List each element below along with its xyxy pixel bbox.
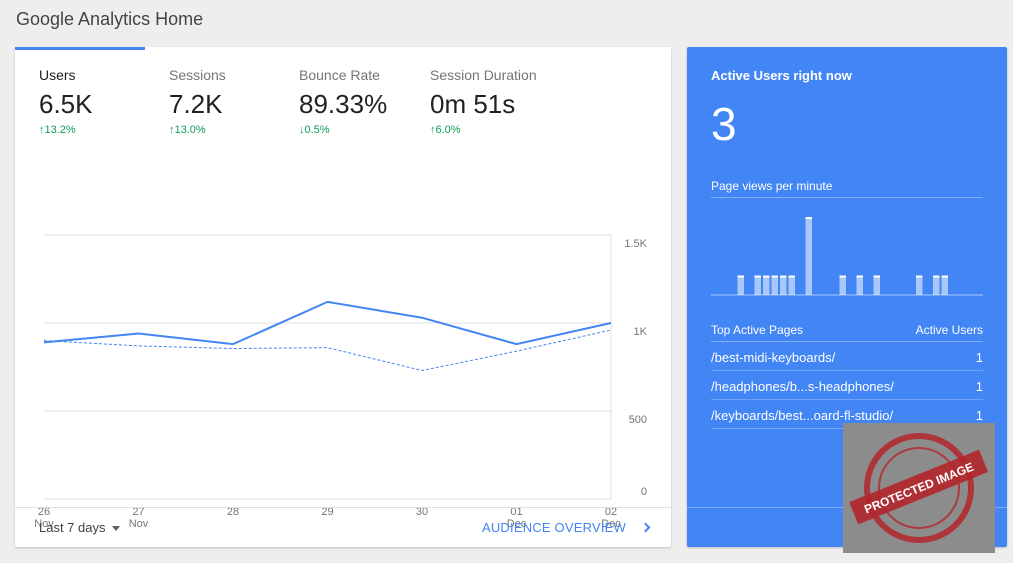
col-page-label: Top Active Pages [711, 323, 804, 337]
metric-label: Sessions [169, 67, 226, 83]
metric-change: ↑13.2% [39, 124, 76, 136]
metric-sessions[interactable]: Sessions 7.2K ↑13.0% [169, 67, 289, 136]
protected-image-stamp: PROTECTED IMAGE [843, 423, 995, 553]
metric-users[interactable]: Users 6.5K ↑13.2% [39, 67, 159, 136]
x-tick-label: Nov [129, 518, 149, 530]
chevron-right-icon [640, 522, 651, 533]
pageview-bar [780, 275, 787, 295]
y-tick-label: 1.5K [624, 238, 647, 250]
page-path: /keyboards/best...oard-fl-studio/ [711, 408, 894, 423]
pageview-bar [839, 275, 846, 295]
page-users: 1 [975, 379, 983, 394]
x-tick-label: 28 [227, 506, 239, 518]
pageview-bar-cap [839, 275, 846, 278]
pageview-bar [873, 275, 880, 295]
pageview-bar-cap [763, 275, 770, 278]
page-users: 1 [975, 350, 983, 365]
x-tick-label: 02 [605, 506, 617, 518]
metric-change: ↑6.0% [430, 124, 461, 136]
pageview-bar-cap [754, 275, 761, 278]
pageview-bar-cap [933, 275, 940, 278]
audience-overview-label: AUDIENCE OVERVIEW [481, 520, 626, 535]
pageview-bar-cap [737, 275, 744, 278]
active-users-count: 3 [711, 98, 737, 150]
top-page-row[interactable]: /best-midi-keyboards/ 1 [711, 343, 983, 371]
page-path: /headphones/b...s-headphones/ [711, 379, 894, 394]
top-page-row[interactable]: /headphones/b...s-headphones/ 1 [711, 372, 983, 400]
pageview-bar [916, 275, 923, 295]
metric-label: Session Duration [430, 67, 537, 83]
x-tick-label: 01 [510, 506, 522, 518]
x-tick-label: Nov [34, 518, 54, 530]
pageview-bar [763, 275, 770, 295]
metric-value: 6.5K [39, 89, 93, 119]
metric-session-duration[interactable]: Session Duration 0m 51s ↑6.0% [430, 67, 580, 136]
page-users: 1 [975, 408, 983, 423]
pageview-bar-cap [856, 275, 863, 278]
pageview-bar-cap [916, 275, 923, 278]
pageviews-label: Page views per minute [711, 179, 833, 193]
audience-overview-link[interactable]: AUDIENCE OVERVIEW [481, 520, 651, 535]
col-users-label: Active Users [915, 323, 983, 337]
metric-value: 0m 51s [430, 89, 516, 119]
pageviews-bar-chart [711, 217, 983, 296]
pageview-bar [941, 275, 948, 295]
metric-value: 89.33% [299, 89, 388, 119]
pageview-bar-cap [805, 217, 812, 219]
pageview-bar-cap [788, 275, 795, 278]
pageview-bar [805, 217, 812, 295]
date-range-dropdown[interactable]: Last 7 days [39, 520, 120, 535]
x-tick-label: Dec [507, 518, 527, 530]
realtime-title: Active Users right now [711, 68, 852, 83]
metric-value: 7.2K [169, 89, 223, 119]
pageview-bar [788, 275, 795, 295]
page-path: /best-midi-keyboards/ [711, 350, 836, 365]
x-tick-label: 26 [38, 506, 50, 518]
top-pages-header: Top Active Pages Active Users [711, 323, 983, 337]
page-title: Google Analytics Home [16, 9, 204, 29]
audience-card: Users 6.5K ↑13.2% Sessions 7.2K ↑13.0% B… [15, 47, 671, 547]
x-tick-label: Dec [601, 518, 621, 530]
x-tick-label: 27 [132, 506, 144, 518]
metric-change: ↑13.0% [169, 124, 206, 136]
series-line-previous [43, 329, 612, 372]
x-tick-label: 29 [321, 506, 333, 518]
pageview-bar-cap [780, 275, 787, 278]
pageview-bar-cap [771, 275, 778, 278]
divider [711, 197, 983, 198]
y-tick-label: 1K [634, 326, 648, 338]
active-tab-indicator [15, 47, 145, 50]
metric-change: ↓0.5% [299, 124, 330, 136]
pageview-bar [856, 275, 863, 295]
pageview-bar-cap [941, 275, 948, 278]
metric-bounce-rate[interactable]: Bounce Rate 89.33% ↓0.5% [299, 67, 419, 136]
pageview-bar [737, 275, 744, 295]
pageview-bar-cap [873, 275, 880, 278]
date-range-label: Last 7 days [39, 520, 106, 535]
metric-label: Bounce Rate [299, 67, 380, 83]
metric-label: Users [39, 67, 76, 83]
y-tick-label: 500 [629, 414, 647, 426]
caret-down-icon [111, 526, 120, 532]
y-tick-label: 0 [641, 486, 647, 498]
x-tick-label: 30 [416, 506, 428, 518]
pageview-bar [754, 275, 761, 295]
pageview-bar [771, 275, 778, 295]
pageview-bar [933, 275, 940, 295]
series-line-current [43, 300, 612, 346]
card-footer: Last 7 days AUDIENCE OVERVIEW [15, 507, 671, 547]
divider [711, 341, 983, 342]
